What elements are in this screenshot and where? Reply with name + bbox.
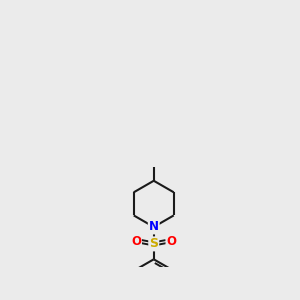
Text: S: S bbox=[149, 237, 158, 250]
Text: N: N bbox=[149, 220, 159, 233]
Text: O: O bbox=[131, 235, 141, 248]
Text: O: O bbox=[167, 235, 176, 248]
